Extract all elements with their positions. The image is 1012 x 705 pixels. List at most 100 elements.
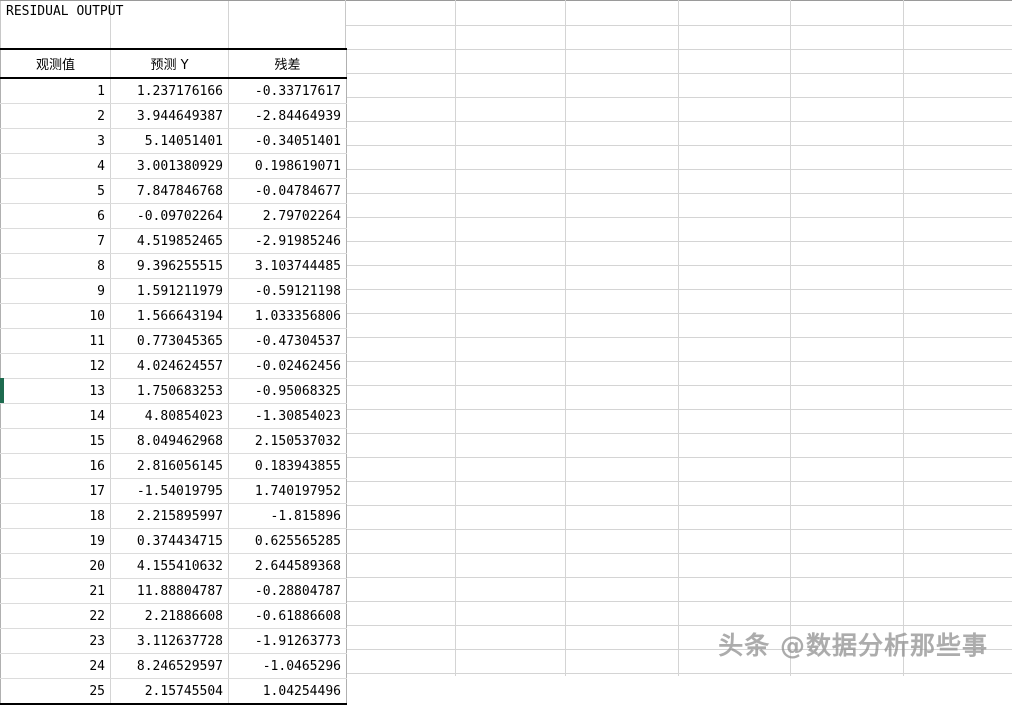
cell-predicted-y[interactable]: 8.246529597 [110, 653, 229, 679]
cell-residual[interactable]: -1.0465296 [228, 653, 347, 679]
cell-predicted-y[interactable]: 1.591211979 [110, 278, 229, 304]
cell-residual[interactable]: -0.33717617 [228, 78, 347, 104]
table-row[interactable]: 6 -0.09702264 2.79702264 [0, 203, 347, 229]
cell-observation[interactable]: 15 [0, 428, 111, 454]
spacer-row[interactable] [0, 25, 346, 48]
cell-predicted-y[interactable]: 4.155410632 [110, 553, 229, 579]
cell-predicted-y[interactable]: 2.15745504 [110, 678, 229, 705]
cell-residual[interactable]: -0.28804787 [228, 578, 347, 604]
table-row[interactable]: 18 2.215895997 -1.815896 [0, 503, 347, 529]
cell-predicted-y[interactable]: 4.024624557 [110, 353, 229, 379]
cell-predicted-y[interactable]: 0.773045365 [110, 328, 229, 354]
cell-observation[interactable]: 7 [0, 228, 111, 254]
cell-residual[interactable]: 2.644589368 [228, 553, 347, 579]
cell-observation[interactable]: 20 [0, 553, 111, 579]
table-row[interactable]: 10 1.566643194 1.033356806 [0, 303, 347, 329]
table-row[interactable]: 23 3.112637728 -1.91263773 [0, 628, 347, 654]
cell-residual[interactable]: -0.47304537 [228, 328, 347, 354]
cell-residual[interactable]: -0.04784677 [228, 178, 347, 204]
cell-residual[interactable]: -0.59121198 [228, 278, 347, 304]
cell-predicted-y[interactable]: 3.944649387 [110, 103, 229, 129]
table-row[interactable]: 14 4.80854023 -1.30854023 [0, 403, 347, 429]
cell-observation[interactable]: 3 [0, 128, 111, 154]
table-row[interactable]: 1 1.237176166 -0.33717617 [0, 78, 347, 104]
cell-observation[interactable]: 10 [0, 303, 111, 329]
cell-predicted-y[interactable]: 5.14051401 [110, 128, 229, 154]
cell-observation[interactable]: 5 [0, 178, 111, 204]
cell-residual[interactable]: 3.103744485 [228, 253, 347, 279]
cell-observation[interactable]: 19 [0, 528, 111, 554]
cell-observation[interactable]: 23 [0, 628, 111, 654]
cell-predicted-y[interactable]: 2.215895997 [110, 503, 229, 529]
column-header-predicted-y[interactable]: 预测 Y [110, 48, 229, 79]
cell-predicted-y[interactable]: 3.112637728 [110, 628, 229, 654]
table-row[interactable]: 8 9.396255515 3.103744485 [0, 253, 347, 279]
residual-table[interactable]: 观测值 预测 Y 残差 1 1.237176166 -0.33717617 2 3.94… [0, 48, 347, 705]
table-row[interactable]: 21 11.88804787 -0.28804787 [0, 578, 347, 604]
table-row[interactable]: 25 2.15745504 1.04254496 [0, 678, 347, 705]
table-row[interactable]: 12 4.024624557 -0.02462456 [0, 353, 347, 379]
column-header-residual[interactable]: 残差 [228, 48, 347, 79]
cell-residual[interactable]: -0.34051401 [228, 128, 347, 154]
table-row[interactable]: 9 1.591211979 -0.59121198 [0, 278, 347, 304]
cell-observation[interactable]: 9 [0, 278, 111, 304]
cell-observation[interactable]: 8 [0, 253, 111, 279]
cell-predicted-y[interactable]: -0.09702264 [110, 203, 229, 229]
cell-observation[interactable]: 18 [0, 503, 111, 529]
cell-predicted-y[interactable]: -1.54019795 [110, 478, 229, 504]
cell-predicted-y[interactable]: 8.049462968 [110, 428, 229, 454]
cell-predicted-y[interactable]: 11.88804787 [110, 578, 229, 604]
cell-observation[interactable]: 25 [0, 678, 111, 705]
cell-predicted-y[interactable]: 1.750683253 [110, 378, 229, 404]
column-header-observation[interactable]: 观测值 [0, 48, 111, 79]
cell-residual[interactable]: 0.183943855 [228, 453, 347, 479]
cell-residual[interactable]: 2.79702264 [228, 203, 347, 229]
table-row[interactable]: 15 8.049462968 2.150537032 [0, 428, 347, 454]
cell-observation[interactable]: 16 [0, 453, 111, 479]
table-row[interactable]: 5 7.847846768 -0.04784677 [0, 178, 347, 204]
cell-residual[interactable]: -1.815896 [228, 503, 347, 529]
cell-observation[interactable]: 4 [0, 153, 111, 179]
cell-residual[interactable]: 1.740197952 [228, 478, 347, 504]
cell-observation[interactable]: 1 [0, 78, 111, 104]
table-row[interactable]: 24 8.246529597 -1.0465296 [0, 653, 347, 679]
table-row[interactable]: 7 4.519852465 -2.91985246 [0, 228, 347, 254]
table-row[interactable]: 4 3.001380929 0.198619071 [0, 153, 347, 179]
cell-predicted-y[interactable]: 0.374434715 [110, 528, 229, 554]
cell-observation[interactable]: 24 [0, 653, 111, 679]
residual-title-row[interactable]: RESIDUAL OUTPUT [0, 1, 346, 25]
table-row[interactable]: 3 5.14051401 -0.34051401 [0, 128, 347, 154]
cell-predicted-y[interactable]: 4.80854023 [110, 403, 229, 429]
cell-residual[interactable]: -0.95068325 [228, 378, 347, 404]
cell-predicted-y[interactable]: 7.847846768 [110, 178, 229, 204]
cell-predicted-y[interactable]: 4.519852465 [110, 228, 229, 254]
cell-predicted-y[interactable]: 2.21886608 [110, 603, 229, 629]
cell-residual[interactable]: 0.198619071 [228, 153, 347, 179]
cell-predicted-y[interactable]: 1.237176166 [110, 78, 229, 104]
cell-residual[interactable]: -0.02462456 [228, 353, 347, 379]
table-row[interactable]: 16 2.816056145 0.183943855 [0, 453, 347, 479]
cell-observation[interactable]: 6 [0, 203, 111, 229]
cell-observation[interactable]: 21 [0, 578, 111, 604]
cell-predicted-y[interactable]: 1.566643194 [110, 303, 229, 329]
cell-residual[interactable]: 0.625565285 [228, 528, 347, 554]
table-row[interactable]: 11 0.773045365 -0.47304537 [0, 328, 347, 354]
cell-observation[interactable]: 22 [0, 603, 111, 629]
cell-observation[interactable]: 12 [0, 353, 111, 379]
cell-residual[interactable]: 1.033356806 [228, 303, 347, 329]
cell-residual[interactable]: -1.91263773 [228, 628, 347, 654]
cell-observation[interactable]: 17 [0, 478, 111, 504]
cell-predicted-y[interactable]: 2.816056145 [110, 453, 229, 479]
cell-residual[interactable]: -1.30854023 [228, 403, 347, 429]
cell-residual[interactable]: -2.91985246 [228, 228, 347, 254]
table-row[interactable]: 19 0.374434715 0.625565285 [0, 528, 347, 554]
table-row[interactable]: 2 3.944649387 -2.84464939 [0, 103, 347, 129]
table-row[interactable]: 22 2.21886608 -0.61886608 [0, 603, 347, 629]
table-row[interactable]: 13 1.750683253 -0.95068325 [0, 378, 347, 404]
cell-observation[interactable]: 2 [0, 103, 111, 129]
cell-residual[interactable]: 2.150537032 [228, 428, 347, 454]
cell-observation[interactable]: 13 [0, 378, 111, 404]
cell-residual[interactable]: -0.61886608 [228, 603, 347, 629]
cell-predicted-y[interactable]: 3.001380929 [110, 153, 229, 179]
